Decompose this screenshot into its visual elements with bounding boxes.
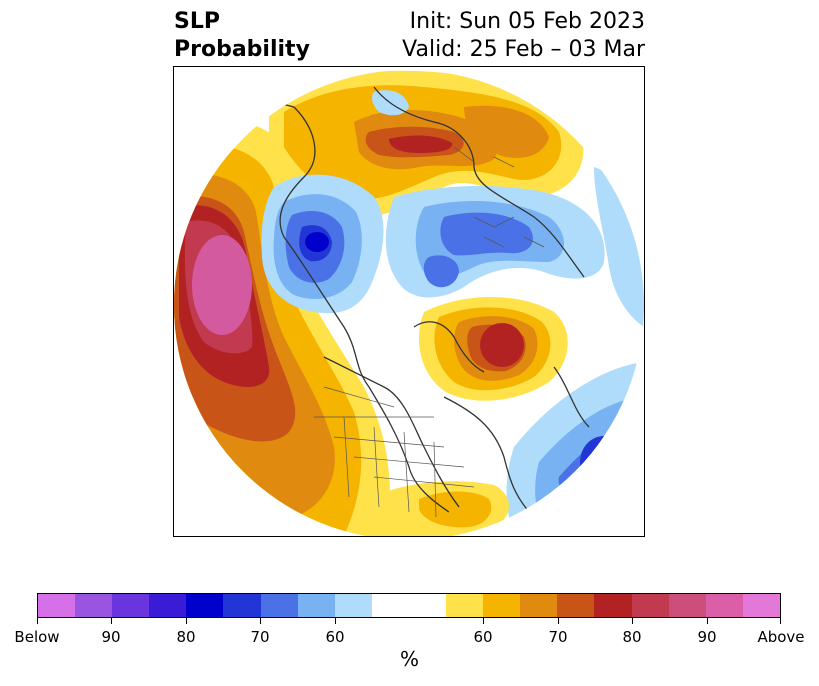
arctic-low-anomaly: [385, 185, 605, 298]
colorbar-segment: [668, 594, 706, 617]
title-slp: SLP: [174, 9, 220, 34]
title-probability: Probability: [174, 37, 310, 62]
colorbar: [37, 593, 781, 618]
colorbar-tick: [186, 618, 187, 624]
colorbar-tick-label: Below: [14, 628, 60, 646]
borders: [314, 146, 545, 518]
colorbar-segment: [149, 594, 187, 617]
us-south-warm-anomaly: [374, 481, 509, 536]
central-high-anomaly: [418, 297, 568, 401]
colorbar-tick-label: 60: [473, 628, 493, 646]
colorbar-tick: [780, 618, 781, 624]
colorbar-tick-label: 80: [622, 628, 642, 646]
colorbar-tick-label: 80: [176, 628, 196, 646]
colorbar-segment: [631, 594, 669, 617]
colorbar-segment: [371, 594, 409, 617]
colorbar-segment: [223, 594, 261, 617]
colorbar-segment: [186, 594, 224, 617]
chart-title-left: SLP Probability: [174, 8, 310, 64]
colorbar-segment: [520, 594, 558, 617]
colorbar-tick-label: Above: [757, 628, 805, 646]
valid-period: Valid: 25 Feb – 03 Mar: [402, 37, 645, 62]
chart-title-right: Init: Sun 05 Feb 2023 Valid: 25 Feb – 03…: [402, 8, 645, 64]
colorbar-segment: [75, 594, 113, 617]
colorbar-segment: [557, 594, 595, 617]
init-date: Init: Sun 05 Feb 2023: [409, 9, 645, 34]
colorbar-tick-label: 70: [250, 628, 270, 646]
colorbar-tick-label: 60: [325, 628, 345, 646]
colorbar-tick-label: 90: [697, 628, 717, 646]
colorbar-segment: [483, 594, 521, 617]
colorbar-tick: [260, 618, 261, 624]
colorbar-segment: [705, 594, 743, 617]
colorbar-ticks: Below 90 80 70 60 60 70 80 90 Above: [14, 618, 805, 646]
probability-map-svg: [174, 70, 644, 536]
colorbar-tick: [37, 618, 38, 624]
polar-map: [173, 66, 645, 537]
colorbar-tick: [335, 618, 336, 624]
colorbar-tick-label: 90: [101, 628, 121, 646]
colorbar-tick: [111, 618, 112, 624]
colorbar-tick-label: 70: [548, 628, 568, 646]
colorbar-segment: [334, 594, 372, 617]
colorbar-segment: [38, 594, 76, 617]
siberian-low-anomaly: [261, 174, 384, 314]
colorbar-segment: [446, 594, 484, 617]
colorbar-segment: [742, 594, 780, 617]
pacific-high-anomaly: [174, 119, 391, 536]
colorbar-tick: [483, 618, 484, 624]
colorbar-segment: [297, 594, 335, 617]
colorbar-segment: [408, 594, 447, 617]
colorbar-segment: [260, 594, 298, 617]
colorbar-tick: [707, 618, 708, 624]
colorbar-segment: [112, 594, 150, 617]
colorbar-unit-label: %: [399, 647, 419, 671]
colorbar-segment: [594, 594, 632, 617]
colorbar-tick: [558, 618, 559, 624]
colorbar-tick: [632, 618, 633, 624]
